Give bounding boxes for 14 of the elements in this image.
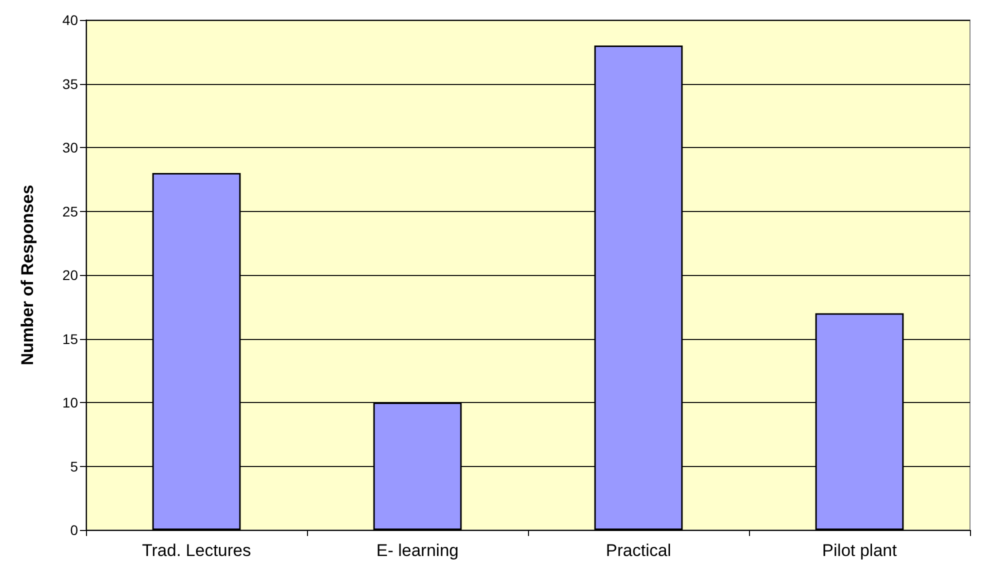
y-tick-label: 20 [62,267,78,283]
y-tick-label: 0 [70,522,78,538]
y-tick-label: 30 [62,140,78,156]
y-axis-title: Number of Responses [18,184,37,366]
y-tick-label: 35 [62,76,78,92]
x-tick-label: Pilot plant [822,541,898,560]
y-tick-label: 40 [62,12,78,28]
y-tick-label: 10 [62,394,78,410]
y-tick-label: 5 [70,458,78,474]
x-tick-label: Trad. Lectures [142,541,251,560]
x-tick-label: Practical [606,541,672,560]
y-tick-label: 15 [62,330,78,347]
y-tick-label: 25 [62,203,78,220]
x-tick-label: E- learning [376,541,459,560]
